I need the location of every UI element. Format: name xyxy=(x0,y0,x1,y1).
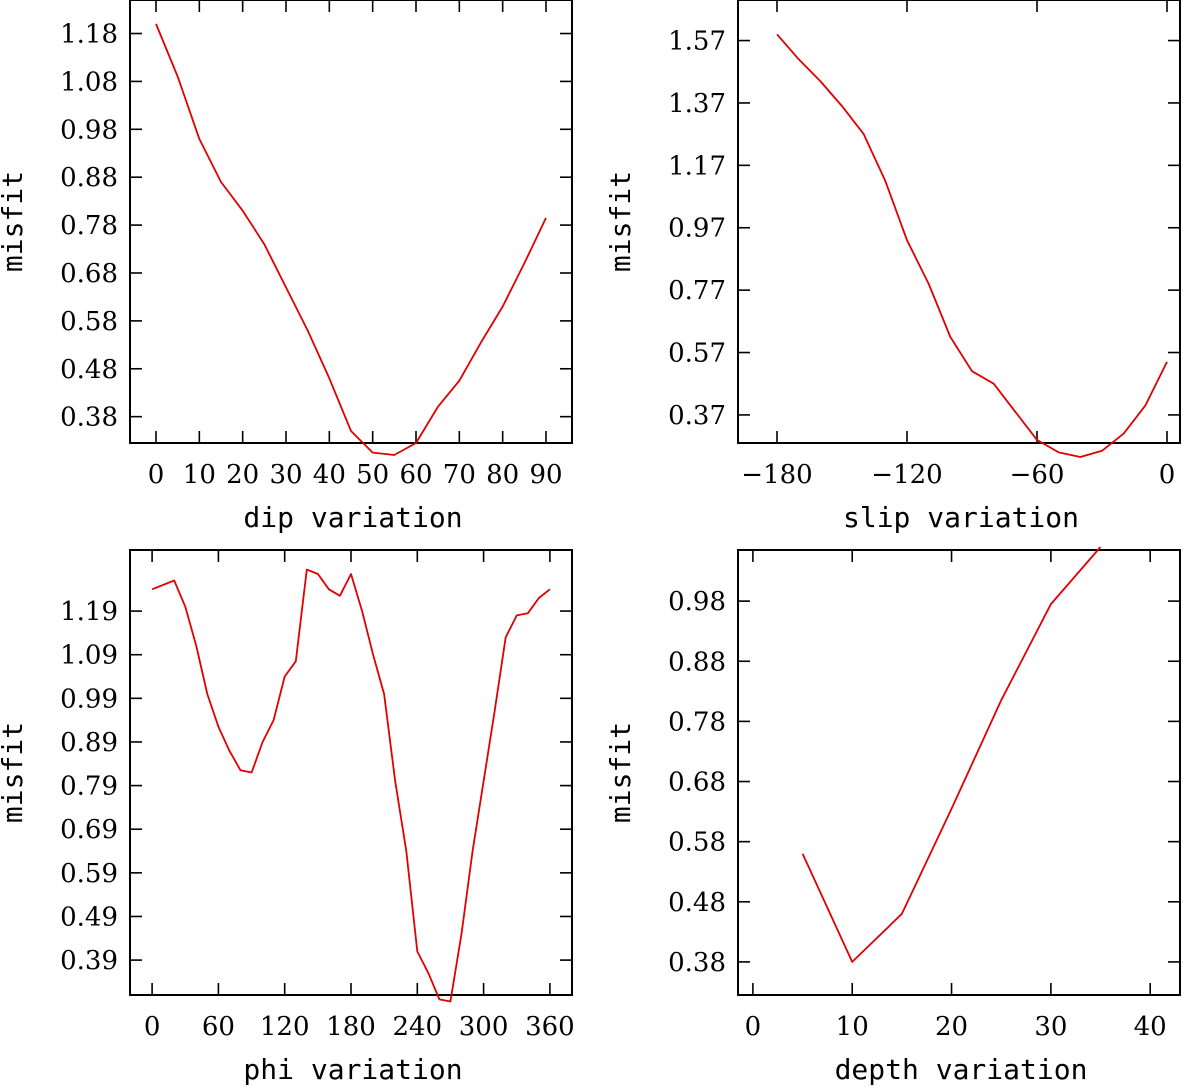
y-tick-label: 0.39 xyxy=(60,946,118,976)
y-tick-label: 0.89 xyxy=(60,728,118,758)
x-tick-label: 60 xyxy=(202,1012,235,1042)
depth-misfit-line xyxy=(801,546,1102,963)
x-tick-label: 0 xyxy=(144,1012,161,1042)
x-axis-label: dip variation xyxy=(243,501,462,534)
y-tick-label: 1.17 xyxy=(668,151,726,181)
y-tick-label: 0.99 xyxy=(60,684,118,714)
y-tick-label: 0.88 xyxy=(60,163,118,193)
y-tick-label: 0.98 xyxy=(668,587,726,617)
y-tick-label: 0.69 xyxy=(60,815,118,845)
phi-misfit-line xyxy=(151,568,551,1003)
y-tick-label: 1.57 xyxy=(668,27,726,57)
x-tick-label: 0 xyxy=(1159,460,1176,490)
x-tick-label: 0 xyxy=(745,1012,762,1042)
y-tick-label: 0.68 xyxy=(668,768,726,798)
x-axis-label: slip variation xyxy=(843,501,1079,534)
y-axis-label: misfit xyxy=(604,171,637,272)
y-tick-label: 1.18 xyxy=(60,20,118,50)
y-tick-label: 1.37 xyxy=(668,89,726,119)
y-tick-label: 0.78 xyxy=(60,211,118,241)
y-tick-label: 0.38 xyxy=(668,948,726,978)
y-tick-label: 0.49 xyxy=(60,902,118,932)
x-tick-label: 90 xyxy=(529,460,562,490)
x-tick-label: 70 xyxy=(443,460,476,490)
dip-variation-panel: 0.38 0.48 0.58 0.68 0.78 0.88 0.98 1.08 1.18 0 10 2… xyxy=(0,0,573,534)
phi-plot-frame xyxy=(129,549,573,996)
x-tick-label: 50 xyxy=(356,460,389,490)
y-tick-label: 0.78 xyxy=(668,707,726,737)
x-tick-label: 10 xyxy=(836,1012,869,1042)
y-tick-label: 1.08 xyxy=(60,67,118,97)
y-tick-label: 0.48 xyxy=(668,888,726,918)
x-tick-label: 180 xyxy=(326,1012,376,1042)
dip-plot-frame xyxy=(129,0,573,444)
y-tick-label: 0.58 xyxy=(60,307,118,337)
x-tick-label: 20 xyxy=(935,1012,968,1042)
y-tick-label: 0.58 xyxy=(668,828,726,858)
y-tick-label: 0.59 xyxy=(60,859,118,889)
y-tick-label: 1.09 xyxy=(60,641,118,671)
x-tick-label: 30 xyxy=(269,460,302,490)
y-tick-label: 0.77 xyxy=(668,276,726,306)
y-tick-label: 0.68 xyxy=(60,259,118,289)
x-tick-label: 30 xyxy=(1034,1012,1067,1042)
y-tick-label: 0.97 xyxy=(668,214,726,244)
x-tick-label: 300 xyxy=(459,1012,509,1042)
y-axis-label: misfit xyxy=(0,722,29,823)
x-tick-label: −180 xyxy=(741,460,812,490)
x-tick-label: 10 xyxy=(183,460,216,490)
y-axis-label: misfit xyxy=(0,171,29,272)
y-tick-label: 0.37 xyxy=(668,401,726,431)
x-tick-label: 0 xyxy=(148,460,165,490)
x-axis-label: depth variation xyxy=(835,1053,1088,1086)
slip-misfit-line xyxy=(776,33,1168,458)
slip-plot-frame xyxy=(737,0,1181,444)
y-tick-label: 0.88 xyxy=(668,647,726,677)
x-tick-label: 240 xyxy=(392,1012,442,1042)
x-tick-label: 40 xyxy=(1134,1012,1167,1042)
x-axis-label: phi variation xyxy=(243,1053,462,1086)
x-tick-label: −120 xyxy=(871,460,942,490)
x-tick-label: 60 xyxy=(399,460,432,490)
y-tick-label: 0.98 xyxy=(60,115,118,145)
x-tick-label: 120 xyxy=(260,1012,310,1042)
y-tick-label: 0.57 xyxy=(668,339,726,369)
y-tick-label: 0.79 xyxy=(60,772,118,802)
x-tick-label: 40 xyxy=(313,460,346,490)
x-tick-label: −60 xyxy=(1010,460,1065,490)
y-axis-label: misfit xyxy=(604,722,637,823)
dip-misfit-line xyxy=(155,23,547,456)
x-tick-label: 360 xyxy=(525,1012,575,1042)
y-tick-label: 0.38 xyxy=(60,403,118,433)
depth-variation-panel: 0.38 0.48 0.58 0.68 0.78 0.88 0.98 0 10 20 30 40 dep… xyxy=(604,546,1181,1086)
x-tick-label: 20 xyxy=(226,460,259,490)
y-tick-label: 1.19 xyxy=(60,597,118,627)
x-tick-label: 80 xyxy=(486,460,519,490)
y-tick-label: 0.48 xyxy=(60,355,118,385)
phi-variation-panel: 0.39 0.49 0.59 0.69 0.79 0.89 0.99 1.09 1.19 0 60 1… xyxy=(0,549,575,1086)
depth-plot-frame xyxy=(737,549,1181,996)
slip-variation-panel: 0.37 0.57 0.77 0.97 1.17 1.37 1.57 −180 −120 −60 0… xyxy=(604,0,1181,534)
